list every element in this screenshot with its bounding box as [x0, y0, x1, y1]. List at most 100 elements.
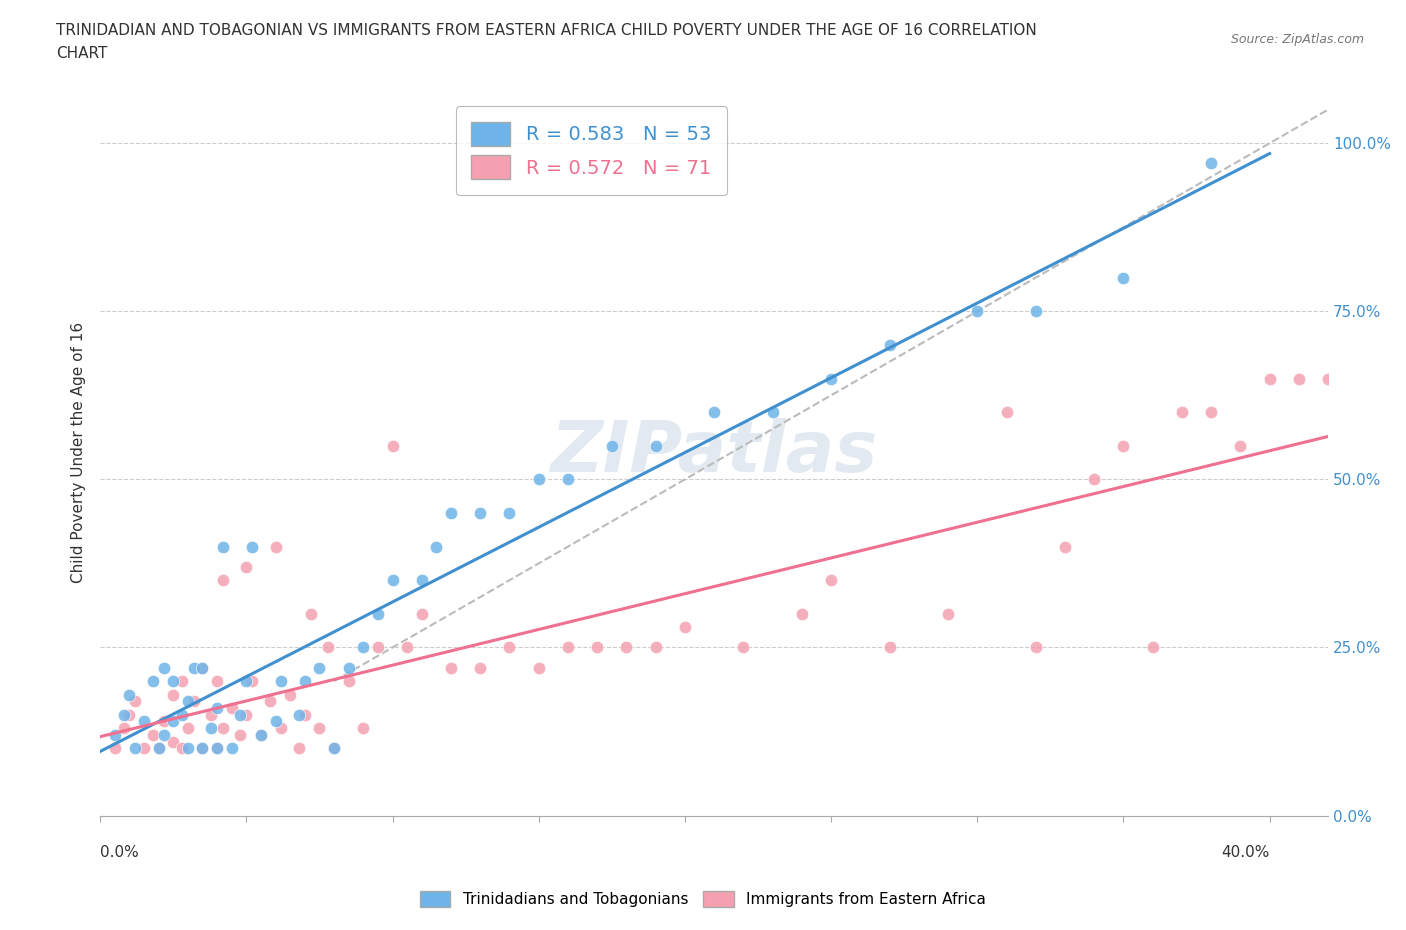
Point	[470, 506, 492, 521]
Text: TRINIDADIAN AND TOBAGONIAN VS IMMIGRANTS FROM EASTERN AFRICA CHILD POVERTY UNDER: TRINIDADIAN AND TOBAGONIAN VS IMMIGRANTS…	[56, 23, 1038, 38]
Point	[498, 506, 520, 521]
Point	[440, 660, 463, 675]
Point	[316, 640, 339, 655]
Point	[112, 721, 135, 736]
Point	[1053, 539, 1076, 554]
Text: ZIPatlas: ZIPatlas	[550, 418, 877, 487]
Point	[470, 660, 492, 675]
Point	[1025, 304, 1047, 319]
Point	[124, 694, 146, 709]
Point	[132, 741, 155, 756]
Point	[153, 714, 176, 729]
Point	[264, 714, 287, 729]
Point	[294, 673, 316, 688]
Point	[820, 371, 842, 386]
Point	[177, 721, 200, 736]
Point	[644, 640, 666, 655]
Text: 40.0%: 40.0%	[1222, 844, 1270, 859]
Point	[153, 727, 176, 742]
Point	[1229, 438, 1251, 453]
Point	[148, 741, 170, 756]
Point	[995, 405, 1018, 419]
Point	[191, 741, 214, 756]
Y-axis label: Child Poverty Under the Age of 16: Child Poverty Under the Age of 16	[72, 322, 86, 583]
Point	[879, 640, 901, 655]
Point	[337, 660, 360, 675]
Legend: R = 0.583   N = 53, R = 0.572   N = 71: R = 0.583 N = 53, R = 0.572 N = 71	[456, 106, 727, 194]
Point	[200, 721, 222, 736]
Point	[229, 727, 252, 742]
Point	[183, 694, 205, 709]
Point	[235, 707, 257, 722]
Point	[221, 700, 243, 715]
Point	[104, 727, 127, 742]
Point	[221, 741, 243, 756]
Point	[270, 721, 292, 736]
Point	[240, 673, 263, 688]
Text: Source: ZipAtlas.com: Source: ZipAtlas.com	[1230, 33, 1364, 46]
Point	[1112, 271, 1135, 286]
Point	[142, 727, 165, 742]
Point	[205, 741, 228, 756]
Point	[177, 741, 200, 756]
Point	[205, 673, 228, 688]
Point	[337, 673, 360, 688]
Point	[1258, 371, 1281, 386]
Point	[1112, 438, 1135, 453]
Point	[294, 707, 316, 722]
Point	[250, 727, 273, 742]
Point	[1083, 472, 1105, 486]
Point	[352, 721, 374, 736]
Point	[1317, 371, 1340, 386]
Point	[205, 741, 228, 756]
Point	[308, 660, 330, 675]
Point	[1142, 640, 1164, 655]
Point	[1199, 405, 1222, 419]
Point	[270, 673, 292, 688]
Text: CHART: CHART	[56, 46, 108, 61]
Point	[162, 687, 184, 702]
Point	[411, 606, 433, 621]
Point	[498, 640, 520, 655]
Point	[323, 741, 346, 756]
Point	[308, 721, 330, 736]
Point	[762, 405, 785, 419]
Point	[367, 640, 389, 655]
Point	[148, 741, 170, 756]
Point	[183, 660, 205, 675]
Point	[367, 606, 389, 621]
Point	[1025, 640, 1047, 655]
Point	[557, 472, 579, 486]
Point	[191, 660, 214, 675]
Point	[396, 640, 419, 655]
Point	[288, 741, 311, 756]
Point	[132, 714, 155, 729]
Point	[1288, 371, 1310, 386]
Point	[235, 673, 257, 688]
Point	[600, 438, 623, 453]
Point	[153, 660, 176, 675]
Point	[191, 660, 214, 675]
Point	[170, 673, 193, 688]
Point	[235, 559, 257, 574]
Point	[104, 741, 127, 756]
Point	[673, 620, 696, 635]
Point	[212, 721, 235, 736]
Point	[557, 640, 579, 655]
Point	[118, 707, 141, 722]
Point	[170, 707, 193, 722]
Point	[352, 640, 374, 655]
Point	[142, 673, 165, 688]
Point	[264, 539, 287, 554]
Point	[586, 640, 609, 655]
Point	[299, 606, 322, 621]
Point	[118, 687, 141, 702]
Point	[212, 539, 235, 554]
Point	[879, 338, 901, 352]
Point	[124, 741, 146, 756]
Point	[288, 707, 311, 722]
Point	[381, 573, 404, 588]
Point	[250, 727, 273, 742]
Point	[162, 734, 184, 749]
Point	[259, 694, 281, 709]
